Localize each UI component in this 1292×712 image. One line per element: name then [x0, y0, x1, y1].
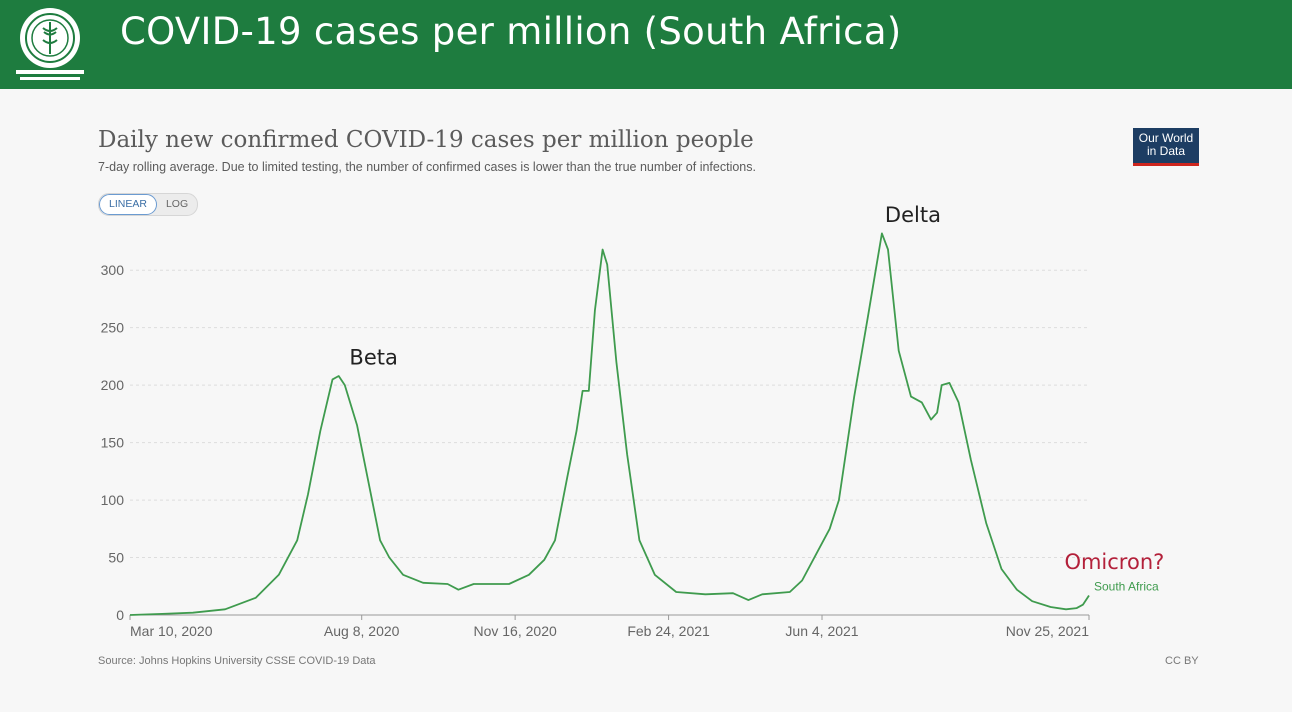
y-tick-label: 0	[116, 607, 124, 623]
y-tick-label: 300	[101, 262, 125, 278]
logo-line-2: in Data	[1146, 144, 1186, 158]
y-tick-label: 200	[101, 377, 125, 393]
series-line-south-africa	[129, 232, 1090, 616]
x-tick-label: Nov 25, 2021	[1006, 623, 1089, 639]
y-tick-label: 150	[101, 435, 125, 451]
ministry-seal-icon	[16, 8, 84, 80]
series-end-label: South Africa	[1094, 579, 1159, 593]
scale-toggle: LINEAR LOG	[98, 193, 199, 216]
annotation-label: Beta	[349, 345, 397, 369]
x-tick-label: Feb 24, 2021	[627, 623, 710, 639]
banner-title: COVID-19 cases per million (South Africa…	[120, 10, 902, 53]
chart-title: Daily new confirmed COVID-19 cases per m…	[98, 127, 754, 153]
annotation-label: Delta	[885, 203, 941, 227]
x-tick-label: Mar 10, 2020	[130, 623, 213, 639]
logo-line-1: Our World	[1138, 131, 1194, 145]
data-source[interactable]: Source: Johns Hopkins University CSSE CO…	[98, 655, 376, 667]
x-tick-label: Aug 8, 2020	[324, 623, 400, 639]
y-tick-label: 50	[108, 550, 124, 566]
owid-logo[interactable]: Our World in Data	[1133, 128, 1199, 166]
log-scale-button[interactable]: LOG	[165, 198, 189, 210]
linear-scale-button[interactable]: LINEAR	[99, 194, 157, 215]
x-tick-label: Jun 4, 2021	[785, 623, 858, 639]
header-banner: COVID-19 cases per million (South Africa…	[0, 0, 1292, 89]
license-label[interactable]: CC BY	[1165, 655, 1199, 667]
chart-subtitle: 7-day rolling average. Due to limited te…	[98, 160, 756, 174]
annotation-label: Omicron?	[1064, 550, 1164, 574]
y-tick-label: 250	[101, 320, 125, 336]
y-tick-label: 100	[101, 492, 125, 508]
x-tick-label: Nov 16, 2020	[473, 623, 556, 639]
